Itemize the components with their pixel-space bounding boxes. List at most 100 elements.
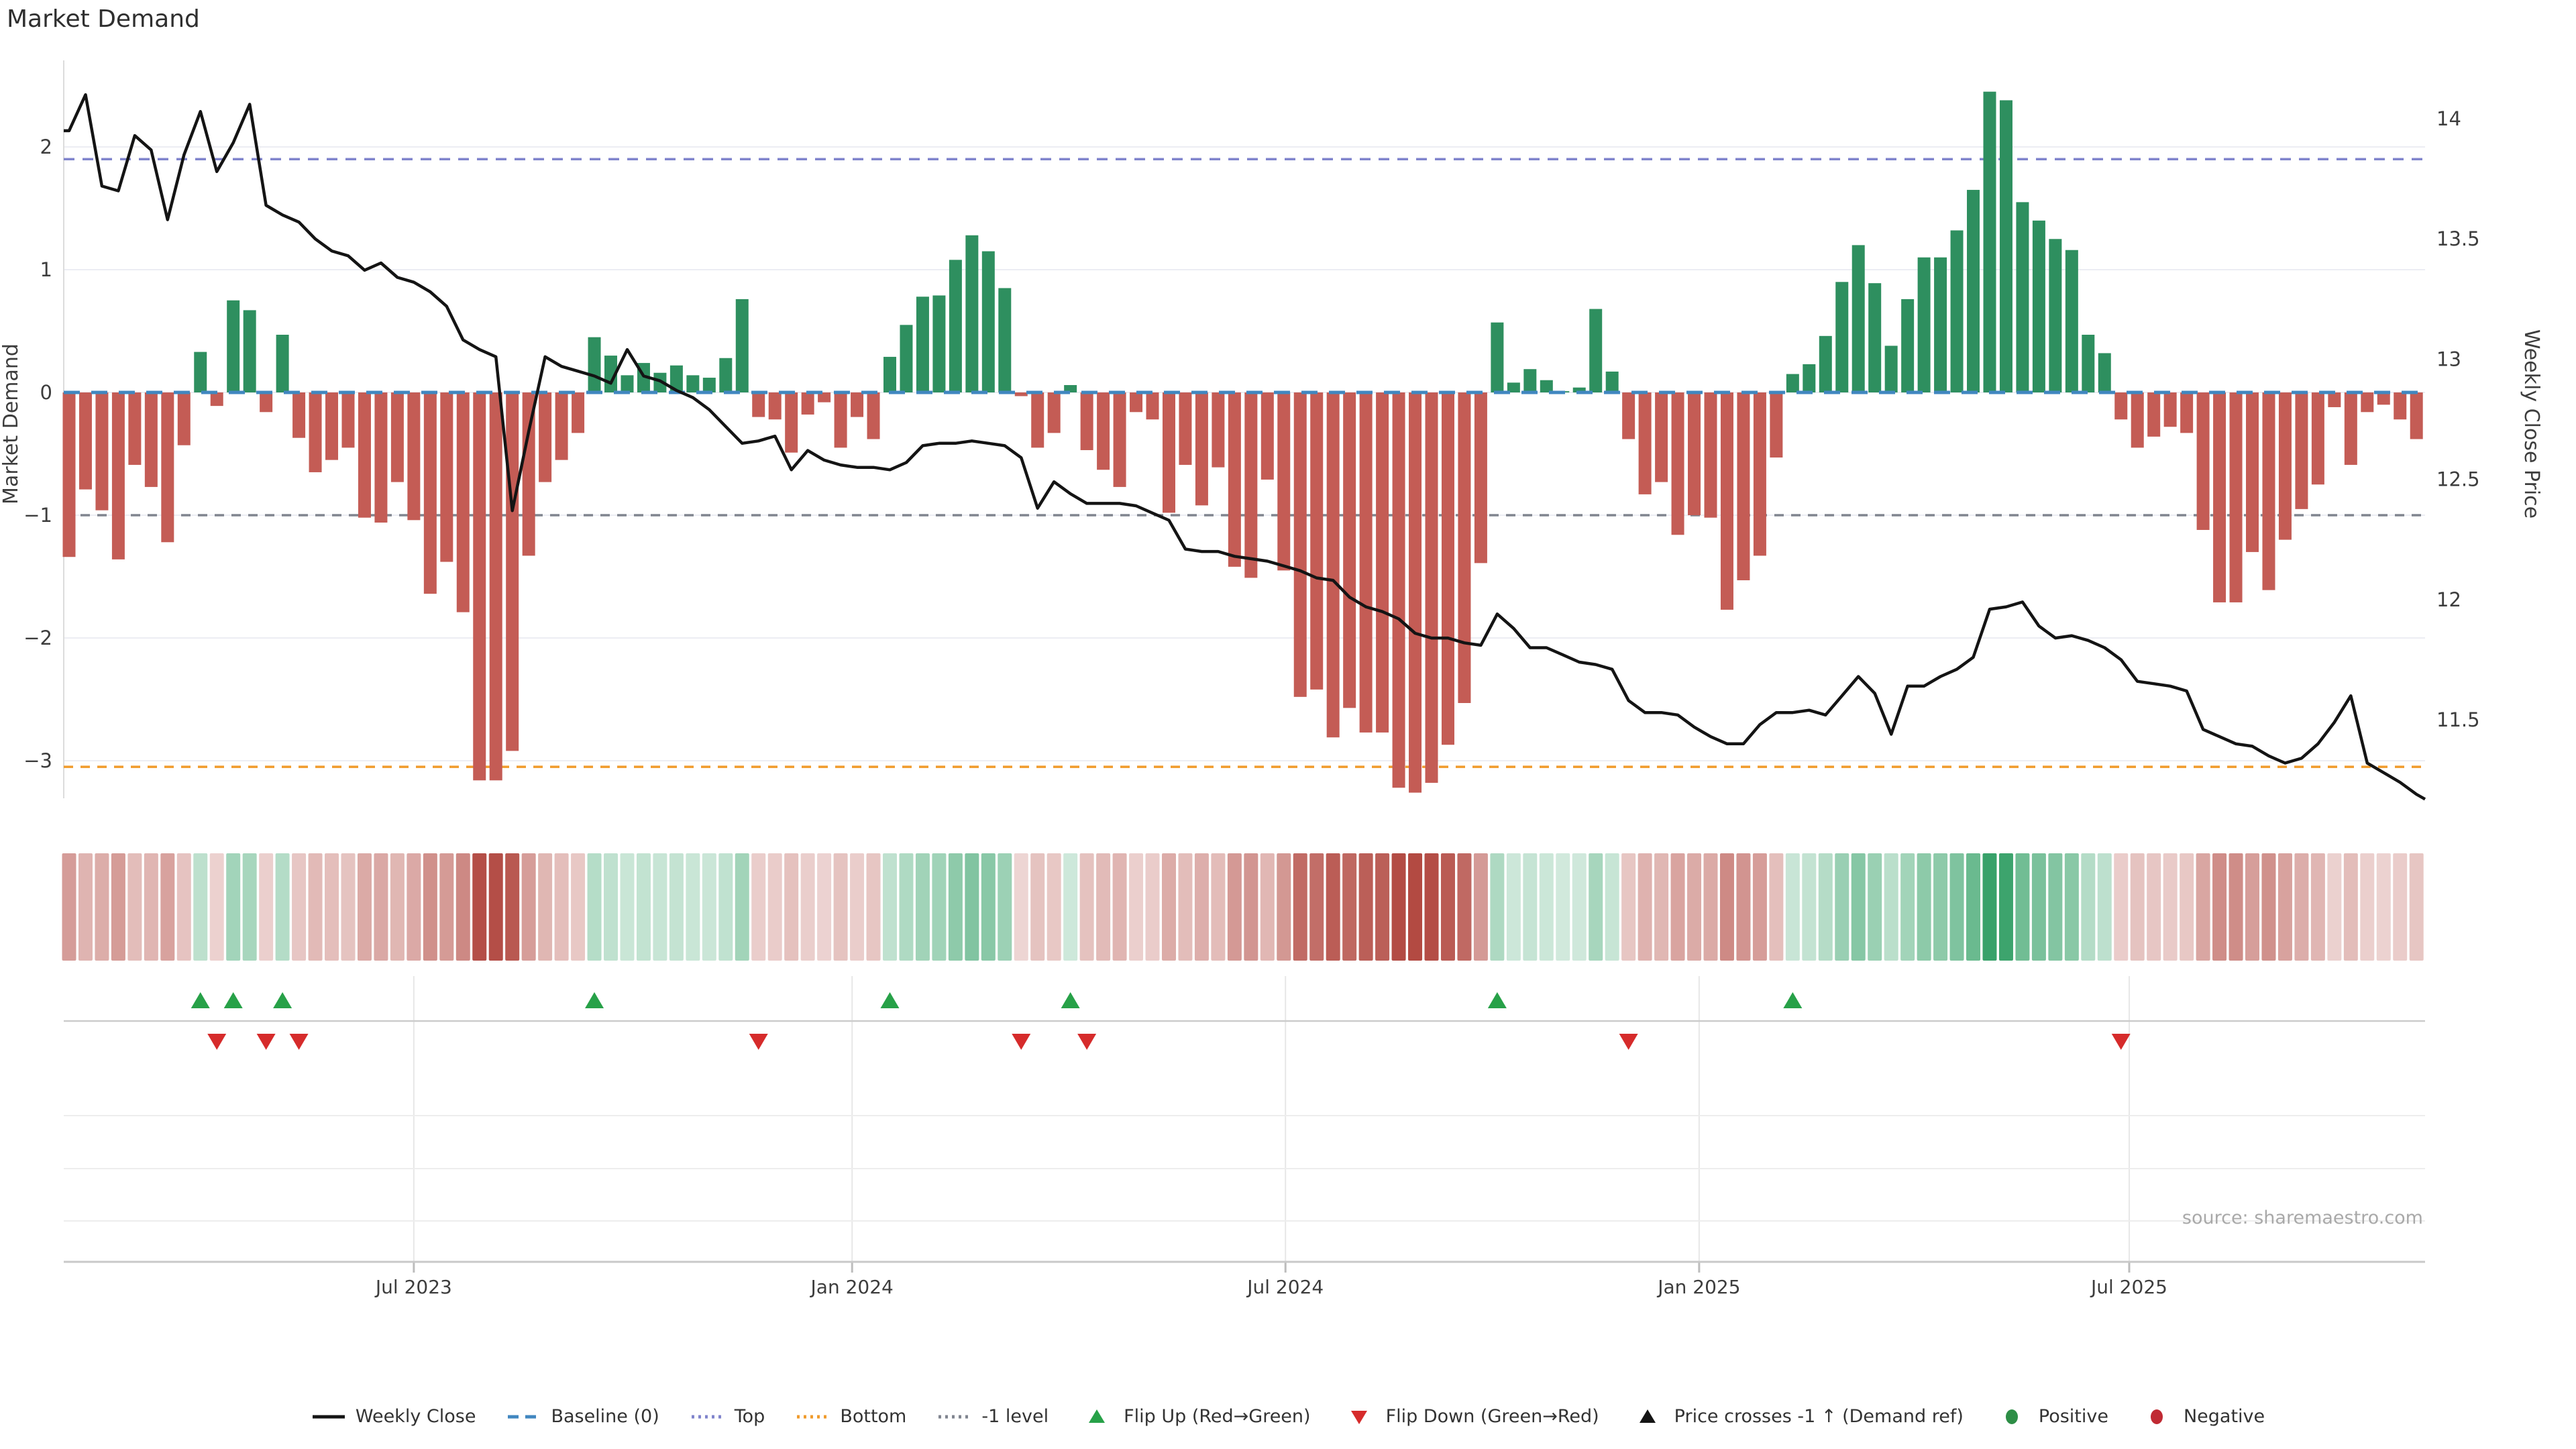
- legend-label: Bottom: [840, 1406, 907, 1427]
- heatmap-cell: [407, 853, 421, 961]
- x-axis-tick-label: Jan 2024: [810, 1276, 894, 1298]
- heatmap-cell: [1178, 853, 1193, 961]
- demand-bar: [473, 392, 486, 781]
- demand-bar: [2180, 392, 2194, 433]
- heatmap-cell: [1605, 853, 1619, 961]
- heatmap-cell: [1769, 853, 1784, 961]
- heatmap-cell: [1375, 853, 1390, 961]
- demand-bar: [1146, 392, 1159, 420]
- demand-bar: [1868, 283, 1882, 392]
- heatmap-cell: [1785, 853, 1800, 961]
- heatmap-cell: [1917, 853, 1931, 961]
- heatmap-cell: [78, 853, 93, 961]
- heatmap-cell: [686, 853, 700, 961]
- legend-swatch-line-icon: [312, 1415, 345, 1418]
- demand-bar: [325, 392, 339, 460]
- heatmap-cell: [1145, 853, 1160, 961]
- flip-up-icon: [223, 992, 243, 1008]
- demand-bar: [916, 297, 929, 392]
- flip-up-markers: [191, 992, 1803, 1008]
- legend-item: Negative: [2139, 1406, 2265, 1427]
- heatmap-cell: [2294, 853, 2309, 961]
- demand-bar: [965, 235, 979, 392]
- legend-item: Top: [690, 1406, 765, 1427]
- heatmap-cell: [1621, 853, 1636, 961]
- heatmap-cell: [784, 853, 799, 961]
- flip-up-icon: [880, 992, 900, 1008]
- demand-bar: [1540, 380, 1553, 392]
- heatmap-cell: [127, 853, 142, 961]
- heatmap-cell: [2031, 853, 2046, 961]
- demand-bar: [949, 260, 962, 392]
- legend-label: Top: [734, 1406, 765, 1427]
- legend-label: Baseline (0): [551, 1406, 659, 1427]
- demand-bar: [128, 392, 142, 465]
- heatmap-cell: [2147, 853, 2161, 961]
- heatmap-cell: [2327, 853, 2342, 961]
- heatmap-cell: [1589, 853, 1603, 961]
- heatmap-cell: [2277, 853, 2292, 961]
- heatmap-cell: [1112, 853, 1127, 961]
- demand-bar: [1999, 100, 2012, 392]
- demand-bar: [1047, 392, 1061, 433]
- heatmap-cell: [948, 853, 963, 961]
- demand-bar: [1260, 392, 1274, 480]
- demand-bar: [2246, 392, 2259, 552]
- heatmap-cell: [751, 853, 766, 961]
- demand-bar: [2196, 392, 2210, 530]
- demand-bar: [1884, 345, 1898, 392]
- demand-bar: [1064, 385, 1077, 392]
- demand-bar: [1967, 190, 1980, 392]
- heatmap-cell: [620, 853, 635, 961]
- demand-bar: [2328, 392, 2341, 407]
- legend-swatch-dots-icon: [691, 1415, 724, 1418]
- demand-bar: [588, 337, 601, 392]
- demand-bar: [1983, 91, 1996, 392]
- right-axis-tick-label: 11.5: [2436, 708, 2480, 731]
- demand-bar: [1934, 257, 1947, 392]
- heatmap-cell: [2114, 853, 2129, 961]
- demand-bar: [276, 334, 289, 392]
- heatmap-cell: [2180, 853, 2194, 961]
- heatmap-cell: [1014, 853, 1028, 961]
- heatmap-cell: [1719, 853, 1734, 961]
- demand-bar: [653, 372, 667, 392]
- heatmap-cell: [259, 853, 274, 961]
- demand-bar: [390, 392, 404, 482]
- right-axis-title: Weekly Close Price: [2520, 329, 2543, 519]
- demand-bar: [1474, 392, 1487, 564]
- demand-bar: [555, 392, 568, 460]
- demand-bar: [1277, 392, 1291, 571]
- heatmap-cell: [850, 853, 865, 961]
- legend-item: Flip Down (Green→Red): [1342, 1406, 1599, 1427]
- demand-bar: [194, 352, 207, 392]
- heatmap-cell: [1457, 853, 1472, 961]
- legend-item: Weekly Close: [311, 1406, 476, 1427]
- demand-bar: [1031, 392, 1044, 448]
- heatmap-cell: [472, 853, 487, 961]
- heatmap-cell: [1309, 853, 1324, 961]
- demand-bar: [161, 392, 174, 543]
- demand-bar: [522, 392, 535, 556]
- demand-bar: [1425, 392, 1438, 783]
- demand-bar: [801, 392, 814, 415]
- x-axis-tick-label: Jan 2025: [1656, 1276, 1740, 1298]
- demand-bar: [621, 375, 634, 392]
- demand-bar: [932, 295, 946, 392]
- flip-down-icon: [749, 1034, 768, 1050]
- demand-bar: [2163, 392, 2177, 427]
- demand-bar: [1523, 369, 1537, 392]
- heatmap-cell: [160, 853, 175, 961]
- heatmap-cell: [1998, 853, 2013, 961]
- demand-bar: [1244, 392, 1258, 578]
- demand-bar: [981, 251, 995, 392]
- heatmap-cell: [1129, 853, 1144, 961]
- demand-bar: [1835, 282, 1849, 392]
- heatmap-cell: [2048, 853, 2063, 961]
- demand-bar: [1080, 392, 1093, 451]
- demand-bar: [144, 392, 158, 487]
- heatmap-cell: [1687, 853, 1702, 961]
- heatmap-cell: [1490, 853, 1505, 961]
- heatmap-cell: [423, 853, 437, 961]
